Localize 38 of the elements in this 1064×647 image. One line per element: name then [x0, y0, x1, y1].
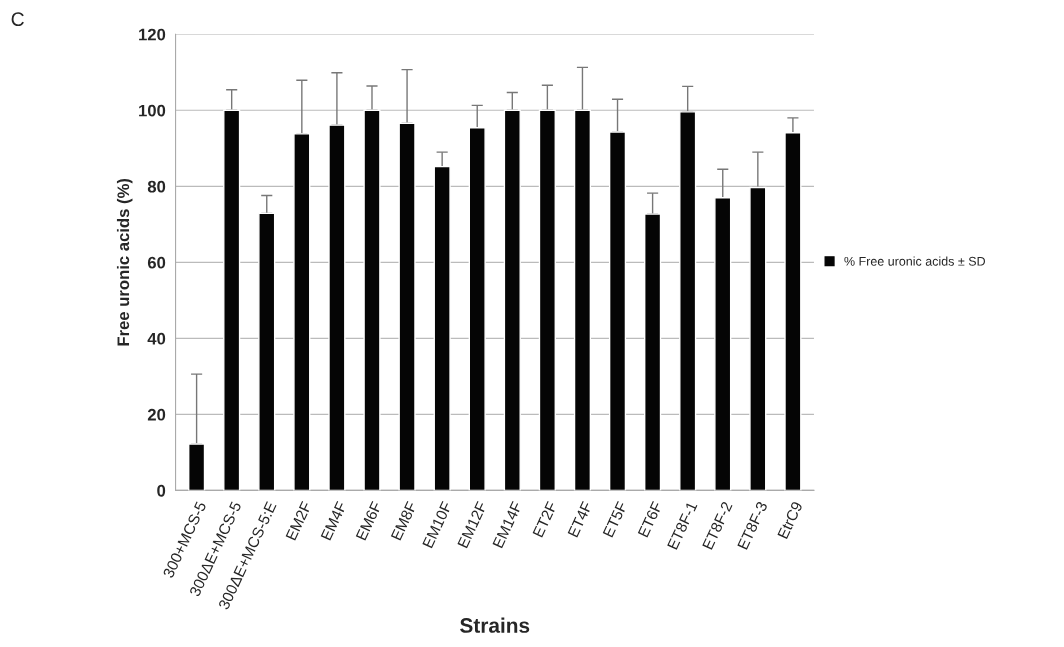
bar [784, 132, 802, 491]
y-tick-label: 100 [139, 104, 166, 117]
x-tick-label: EM4F [320, 500, 347, 541]
bar [714, 197, 732, 491]
y-tick-label: 0 [157, 484, 166, 497]
y-tick-label: 20 [147, 408, 166, 421]
bar [258, 212, 276, 491]
bar [644, 213, 662, 491]
bar [538, 109, 556, 491]
y-axis-title: Free uronic acids (%) [116, 178, 133, 346]
y-tick-label: 60 [147, 256, 166, 269]
bar [223, 109, 241, 491]
bar [398, 122, 416, 491]
x-axis-title: Strains [460, 617, 530, 633]
bar [293, 133, 311, 491]
bar [608, 131, 627, 491]
text: C [11, 12, 24, 27]
bar [573, 109, 592, 491]
bar [188, 443, 206, 491]
bar [749, 186, 767, 491]
x-tick-label: ET5F [602, 500, 628, 538]
x-tick-label: ET2F [532, 500, 558, 538]
x-tick-label: EM2F [285, 500, 312, 541]
x-tick-label: ET4F [567, 500, 593, 538]
x-tick-label: ET6F [637, 500, 663, 538]
bar [433, 165, 451, 491]
bar [679, 111, 697, 491]
x-tick-label: EtrC9 [777, 500, 803, 540]
y-tick-label: 40 [147, 332, 166, 345]
y-tick-label: 80 [147, 180, 166, 193]
bar [328, 124, 346, 491]
x-tick-label: EM8F [390, 500, 417, 541]
x-tick-label: EM6F [355, 500, 382, 541]
bar [503, 109, 521, 491]
bar [363, 109, 381, 491]
y-tick-label: 120 [139, 28, 166, 41]
bar [468, 127, 486, 491]
legend-label: % Free uronic acids ± SD [844, 256, 985, 266]
